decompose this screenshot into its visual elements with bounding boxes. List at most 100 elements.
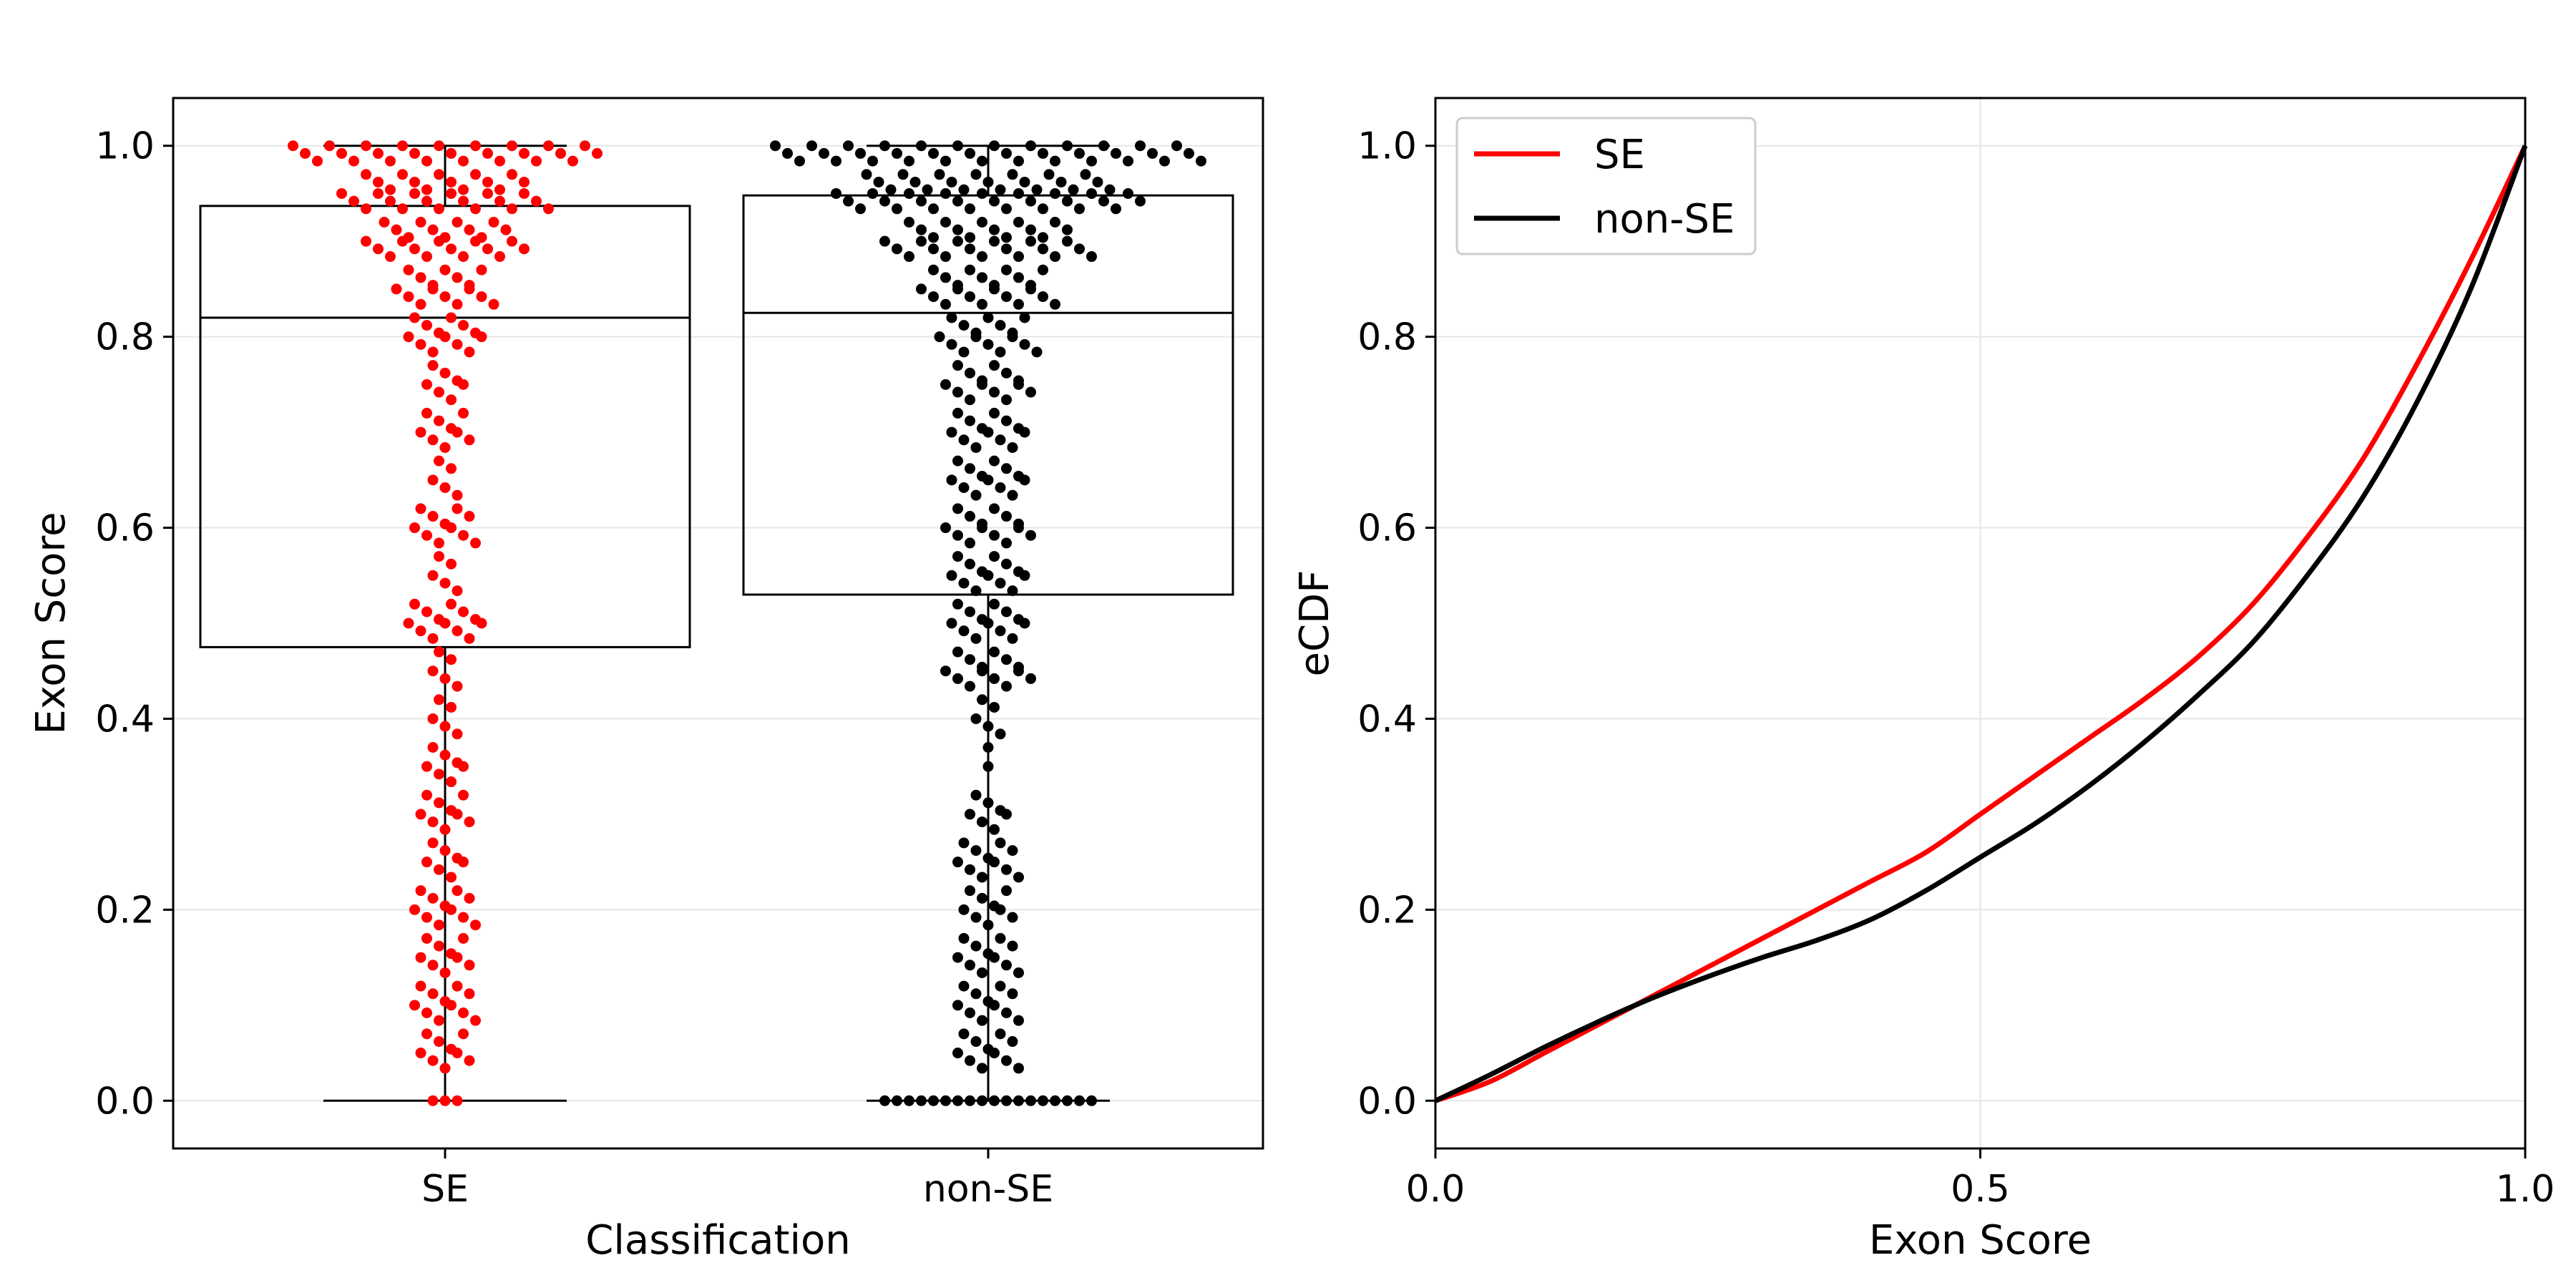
swarm-points — [288, 140, 1206, 1106]
swarm-point-se — [324, 140, 335, 152]
swarm-point-se — [439, 995, 451, 1007]
swarm-point-non-se — [982, 721, 994, 732]
swarm-point-se — [446, 776, 457, 788]
swarm-point-non-se — [995, 577, 1006, 589]
swarm-point-non-se — [977, 251, 987, 263]
swarm-point-non-se — [1001, 367, 1012, 379]
swarm-point-non-se — [982, 312, 994, 323]
swarm-point-non-se — [989, 195, 1000, 207]
swarm-point-non-se — [989, 551, 1000, 562]
swarm-point-se — [446, 463, 457, 474]
swarm-point-non-se — [982, 948, 994, 960]
swarm-point-non-se — [970, 1036, 982, 1048]
swarm-point-se — [403, 291, 414, 303]
swarm-point-non-se — [879, 235, 890, 247]
swarm-point-se — [458, 789, 469, 801]
swarm-point-non-se — [946, 570, 957, 581]
swarm-point-non-se — [794, 155, 805, 167]
swarm-point-non-se — [952, 673, 963, 684]
swarm-point-non-se — [946, 426, 957, 438]
swarm-point-non-se — [1050, 298, 1060, 310]
swarm-point-se — [452, 885, 463, 897]
swarm-point-non-se — [1013, 423, 1024, 434]
left-x-tick-label-non-se: non-SE — [923, 1168, 1053, 1211]
swarm-point-non-se — [982, 1043, 994, 1055]
swarm-point-non-se — [916, 195, 927, 207]
swarm-point-non-se — [965, 654, 975, 665]
swarm-point-se — [421, 407, 432, 419]
swarm-point-se — [361, 235, 371, 247]
swarm-point-non-se — [958, 434, 970, 446]
swarm-point-non-se — [1086, 1095, 1097, 1106]
swarm-point-se — [464, 511, 475, 522]
swarm-point-non-se — [952, 530, 963, 541]
swarm-point-se — [452, 1095, 463, 1106]
swarm-point-se — [434, 169, 444, 180]
swarm-point-non-se — [1007, 845, 1018, 857]
swarm-point-non-se — [977, 1063, 987, 1074]
right-y-axis-label: eCDF — [1292, 570, 1338, 677]
swarm-point-non-se — [916, 1095, 927, 1106]
swarm-point-non-se — [958, 625, 970, 637]
swarm-point-non-se — [831, 155, 841, 167]
swarm-point-se — [434, 646, 444, 658]
swarm-point-non-se — [977, 661, 987, 673]
swarm-point-non-se — [952, 280, 963, 291]
swarm-point-non-se — [965, 367, 975, 379]
swarm-point-se — [415, 298, 426, 310]
swarm-point-se — [427, 837, 439, 849]
swarm-point-non-se — [982, 995, 994, 1007]
swarm-point-non-se — [1001, 147, 1012, 159]
swarm-point-non-se — [989, 900, 1000, 912]
swarm-point-non-se — [1050, 1095, 1060, 1106]
swarm-point-se — [482, 147, 493, 159]
swarm-point-se — [421, 530, 432, 541]
swarm-point-non-se — [989, 280, 1000, 291]
swarm-point-non-se — [965, 264, 975, 275]
swarm-point-non-se — [1074, 147, 1085, 159]
ecdf-lines — [1434, 145, 2528, 1103]
swarm-point-non-se — [1074, 1095, 1085, 1106]
swarm-point-se — [452, 338, 463, 350]
swarm-point-se — [373, 176, 384, 187]
swarm-point-non-se — [1025, 224, 1036, 235]
swarm-point-non-se — [1062, 224, 1073, 235]
swarm-point-non-se — [940, 155, 951, 167]
swarm-point-non-se — [977, 216, 987, 228]
swarm-point-se — [470, 537, 481, 549]
swarm-point-se — [439, 721, 451, 732]
swarm-point-se — [421, 932, 432, 944]
swarm-point-se — [464, 960, 475, 971]
swarm-point-non-se — [982, 919, 994, 931]
swarm-point-non-se — [1038, 291, 1048, 303]
swarm-point-se — [464, 224, 475, 235]
swarm-point-non-se — [1159, 155, 1170, 167]
swarm-point-non-se — [867, 155, 878, 167]
left-y-axis-label: Exon Score — [28, 512, 74, 734]
right-x-tick-label-0-5: 0.5 — [1951, 1168, 2010, 1211]
swarm-point-non-se — [1086, 187, 1097, 199]
swarm-point-non-se — [995, 728, 1006, 740]
swarm-point-non-se — [892, 243, 902, 255]
swarm-point-non-se — [982, 176, 994, 187]
swarm-point-non-se — [1001, 558, 1012, 570]
swarm-point-non-se — [965, 809, 975, 820]
swarm-point-se — [434, 694, 444, 706]
swarm-point-se — [434, 797, 444, 809]
box-swarm-plot: 0.0 0.2 0.4 0.6 0.8 1.0 SE non-SE Classificati… — [28, 97, 1264, 1264]
swarm-point-non-se — [855, 147, 866, 159]
left-x-axis-label: Classification — [585, 1217, 851, 1264]
swarm-point-se — [458, 1028, 469, 1040]
swarm-point-non-se — [977, 816, 987, 828]
swarm-point-se — [434, 203, 444, 215]
swarm-point-non-se — [1031, 184, 1043, 195]
swarm-point-se — [434, 1036, 444, 1048]
swarm-point-non-se — [1019, 176, 1030, 187]
swarm-point-se — [507, 203, 517, 215]
swarm-point-non-se — [940, 187, 951, 199]
left-x-ticks: SE non-SE — [421, 1148, 1053, 1211]
swarm-point-non-se — [952, 407, 963, 419]
swarm-point-se — [397, 169, 408, 180]
swarm-point-non-se — [1013, 872, 1024, 883]
left-y-tick-label-0-2: 0.2 — [95, 889, 155, 932]
